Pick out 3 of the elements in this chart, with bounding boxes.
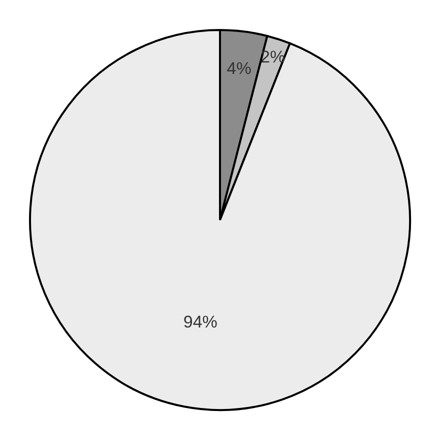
pie-slice xyxy=(29,29,411,411)
data-label: 4% xyxy=(226,59,252,78)
data-label: 94% xyxy=(183,312,218,332)
